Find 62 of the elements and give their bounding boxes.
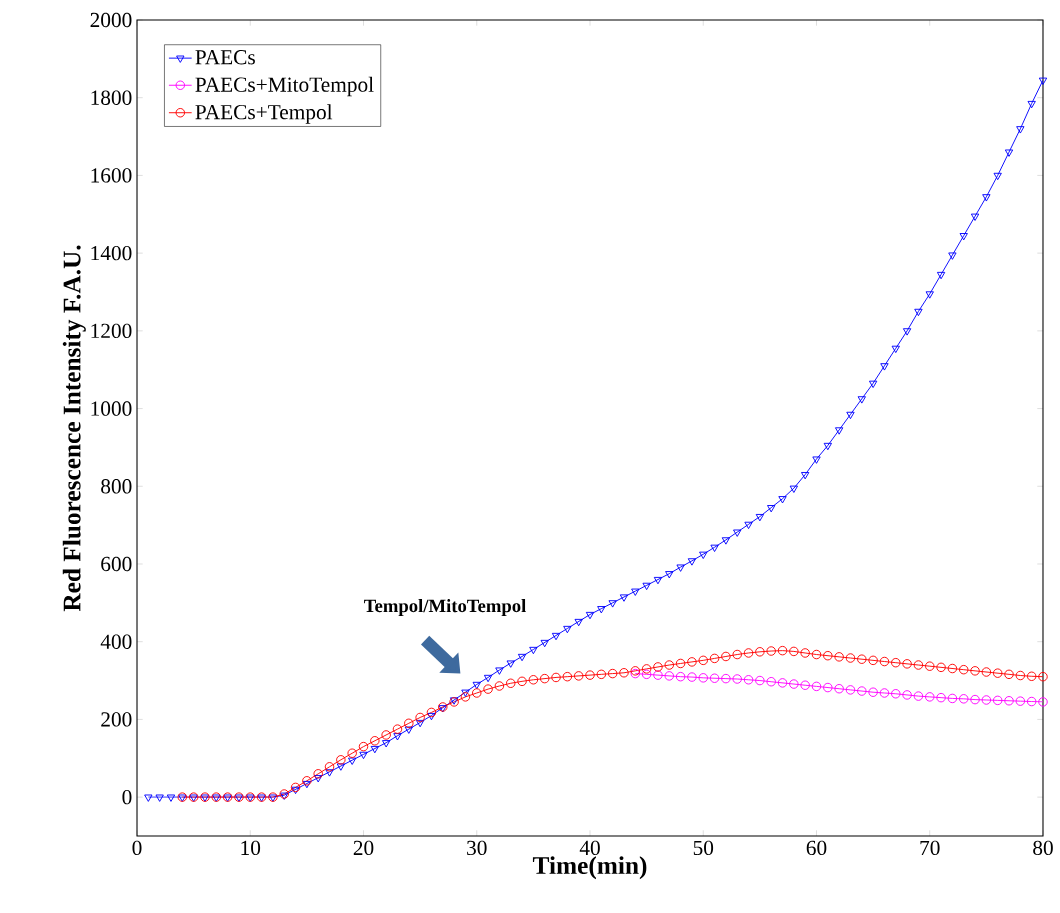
point xyxy=(891,689,901,699)
point xyxy=(653,670,663,680)
y-tick-label: 2000 xyxy=(90,12,132,28)
y-axis-title: Red Fluorescence Intensity F.A.U. xyxy=(62,245,86,612)
point xyxy=(732,674,742,684)
x-tick-label: 70 xyxy=(920,840,940,856)
x-tick-label: 50 xyxy=(693,840,714,856)
point xyxy=(936,692,946,703)
x-tick-label: 10 xyxy=(241,840,261,856)
x-tick-label: 40 xyxy=(579,840,600,856)
point xyxy=(902,690,912,700)
point xyxy=(834,683,844,694)
y-tick-label: 1800 xyxy=(91,90,132,105)
point xyxy=(868,687,878,697)
x-tick-label: 20 xyxy=(353,840,374,856)
point xyxy=(857,686,867,696)
y-tick-label: 200 xyxy=(101,712,132,727)
point xyxy=(743,675,754,685)
point xyxy=(970,694,980,705)
point xyxy=(698,673,708,683)
x-axis-title: Time(min) xyxy=(532,856,647,880)
y-tick-label: 600 xyxy=(101,556,132,572)
legend-label: PAECs xyxy=(195,50,255,65)
point xyxy=(823,682,833,693)
point xyxy=(913,691,924,701)
point xyxy=(1004,696,1014,706)
x-tick-label: 0 xyxy=(132,840,142,856)
point xyxy=(845,685,856,695)
y-tick-label: 400 xyxy=(100,634,132,649)
point xyxy=(1015,696,1026,706)
point xyxy=(992,695,1003,706)
point xyxy=(981,695,992,705)
point xyxy=(925,692,935,702)
point xyxy=(811,681,822,692)
point xyxy=(687,672,697,682)
point xyxy=(721,673,731,684)
y-tick-label: 1600 xyxy=(91,168,132,183)
x-tick-label: 30 xyxy=(467,840,487,856)
point xyxy=(958,694,969,704)
point xyxy=(709,673,720,683)
x-tick-label: 80 xyxy=(1033,840,1053,856)
point xyxy=(1026,696,1037,707)
point xyxy=(664,671,675,681)
x-tick-label: 60 xyxy=(806,840,827,856)
point xyxy=(789,679,799,689)
annotation: Tempol/MitoTempol xyxy=(364,599,526,616)
point xyxy=(777,678,788,688)
point xyxy=(641,669,652,680)
point xyxy=(1038,697,1048,707)
point xyxy=(755,675,765,686)
point xyxy=(675,671,686,682)
point xyxy=(879,688,890,698)
point xyxy=(800,680,810,690)
y-tick-label: 1400 xyxy=(91,245,132,261)
y-tick-label: 1200 xyxy=(91,323,132,339)
point xyxy=(766,676,776,687)
point xyxy=(947,693,958,704)
y-tick-label: 1000 xyxy=(91,401,132,416)
y-tick-label: 0 xyxy=(122,789,132,805)
y-tick-label: 800 xyxy=(101,479,132,494)
legend-label: PAECs+MitoTempol xyxy=(195,76,374,97)
legend-label: PAECs+Tempol xyxy=(195,104,333,124)
